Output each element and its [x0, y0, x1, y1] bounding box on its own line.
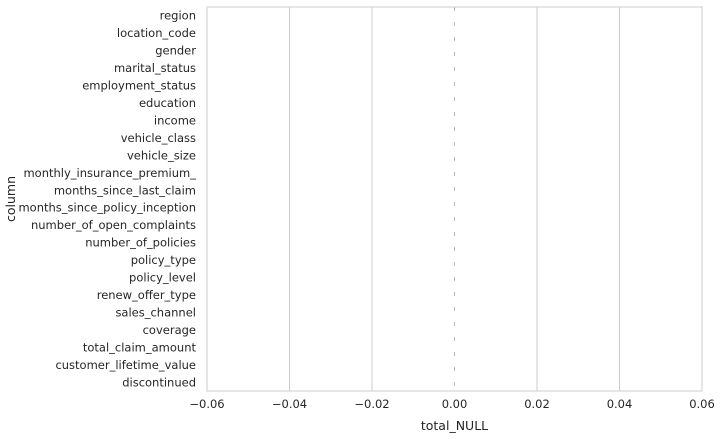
y-tick-label: months_since_last_claim — [54, 183, 196, 197]
y-tick-label: vehicle_class — [121, 131, 196, 145]
y-tick-label: location_code — [117, 26, 196, 40]
y-tick-label: months_since_policy_inception — [18, 201, 196, 215]
x-tick-label: −0.02 — [354, 397, 389, 411]
y-tick-label: number_of_policies — [85, 236, 196, 250]
y-tick-label: gender — [155, 44, 196, 58]
y-tick-label: coverage — [143, 323, 196, 337]
y-tick-label: policy_type — [131, 253, 196, 267]
y-tick-label: marital_status — [114, 61, 196, 75]
y-tick-label: policy_level — [129, 271, 196, 285]
y-tick-label: region — [160, 9, 196, 23]
x-tick-label: 0.06 — [689, 397, 715, 411]
x-tick-labels: −0.06 −0.04 −0.02 0.00 0.02 0.04 0.06 — [189, 397, 714, 411]
x-tick-label: 0.02 — [524, 397, 550, 411]
plot-frame — [206, 6, 703, 392]
y-tick-label: monthly_insurance_premium_ — [23, 166, 196, 180]
y-tick-label: renew_offer_type — [97, 288, 196, 302]
y-tick-label: employment_status — [82, 79, 196, 93]
x-tick-label: 0.00 — [442, 397, 468, 411]
x-axis-title: total_NULL — [421, 418, 488, 433]
x-tick-label: −0.06 — [189, 397, 224, 411]
y-tick-label: income — [154, 113, 196, 127]
x-tick-label: 0.04 — [607, 397, 633, 411]
y-tick-label: total_claim_amount — [83, 340, 197, 354]
y-axis-title: column — [3, 176, 18, 222]
y-tick-label: education — [139, 96, 196, 110]
x-tick-label: −0.04 — [272, 397, 307, 411]
y-tick-label: discontinued — [122, 375, 196, 389]
gridlines — [289, 7, 620, 391]
y-tick-label: customer_lifetime_value — [55, 358, 196, 372]
y-tick-label: sales_channel — [115, 305, 196, 319]
y-tick-label: vehicle_size — [127, 148, 196, 162]
y-tick-label: number_of_open_complaints — [31, 218, 196, 232]
